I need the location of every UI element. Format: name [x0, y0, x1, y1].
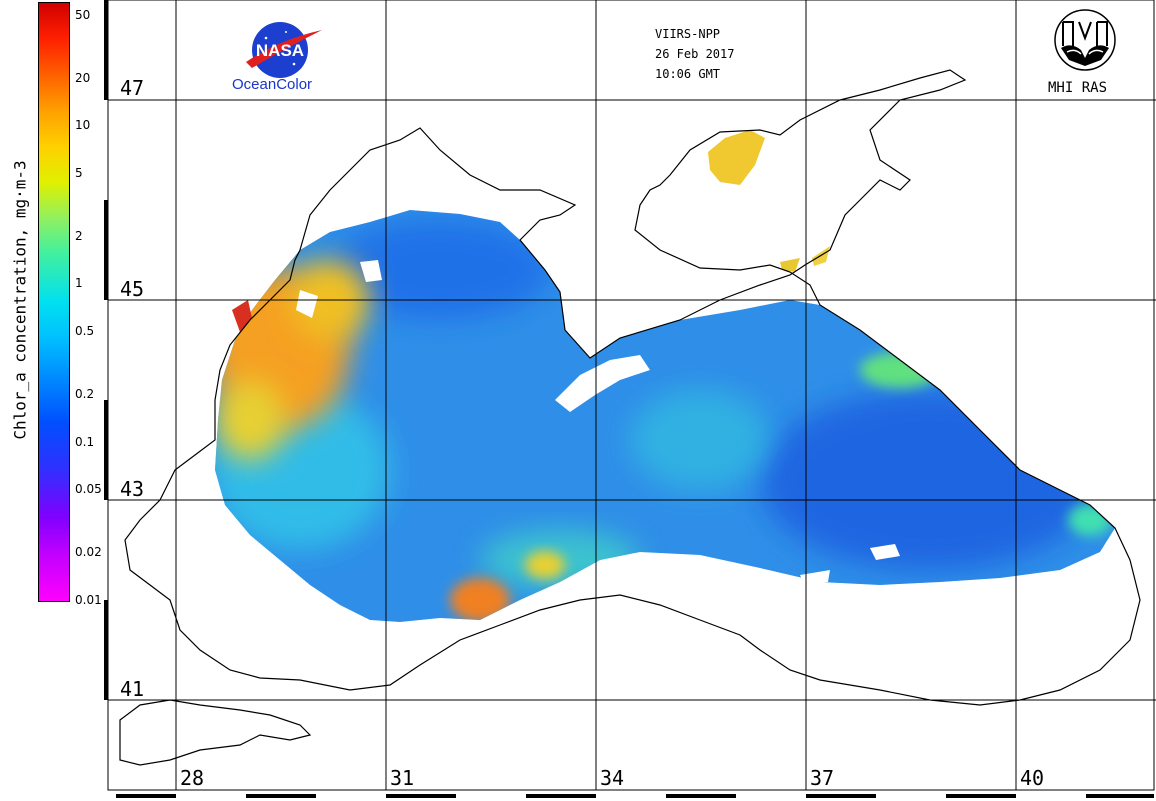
coastal-green-se	[1068, 504, 1112, 536]
lat-label-47: 47	[120, 76, 145, 100]
bottom-scale-bar	[116, 794, 1154, 798]
colorbar-tick-11: 0.01	[75, 593, 102, 607]
lon-label-34: 34	[600, 766, 625, 790]
coastline	[119, 69, 1141, 766]
nasa-logo-icon: NASA	[246, 22, 322, 78]
deep-blue-north	[330, 220, 550, 320]
colorbar-gradient	[38, 2, 70, 602]
lon-label-40: 40	[1020, 766, 1045, 790]
bosporus-coast	[119, 699, 312, 766]
colorbar-tick-2: 10	[75, 118, 91, 133]
colorbar-tick-7: 0.2	[75, 387, 95, 402]
colorbar-tick-3: 5	[75, 165, 83, 180]
lat-label-45: 45	[120, 277, 145, 301]
colorbar-tick-10: 0.02	[75, 545, 102, 560]
coastal-yellow-south	[525, 551, 565, 579]
danube-plume	[232, 300, 252, 332]
nasa-oceancolor-caption: OceanColor	[232, 76, 313, 93]
deep-blue-east	[760, 390, 1100, 570]
acquisition-time: 10:06 GMT	[655, 67, 721, 81]
black-sea-coast	[124, 69, 1141, 706]
cloud-gaps	[296, 260, 900, 584]
lat-label-43: 43	[120, 477, 145, 501]
colorbar-tick-5: 1	[75, 276, 83, 291]
graticule	[108, 0, 1156, 790]
colorbar-legend: Chlor_a concentration, mg·m-3 50 20 10 5 2 1 0…	[0, 0, 108, 801]
sensor-name: VIIRS-NPP	[655, 27, 721, 41]
sea-surface	[215, 130, 1115, 622]
mhi-ras-logo-icon	[1054, 9, 1116, 71]
lon-label-28: 28	[180, 766, 205, 790]
kerch-bloom	[780, 258, 800, 272]
cyan-central	[630, 390, 770, 490]
colorbar-tick-1: 20	[75, 70, 91, 85]
coastal-high-south	[450, 578, 510, 622]
colorbar-tick-0: 50	[75, 7, 91, 22]
lon-label-37: 37	[810, 766, 835, 790]
coastal-high-sw	[215, 380, 285, 460]
map-frame	[104, 0, 1155, 798]
colorbar-tick-6: 0.5	[75, 324, 95, 339]
left-scale-bar	[104, 0, 108, 700]
satellite-info: VIIRS-NPP 26 Feb 2017 10:06 GMT	[655, 24, 734, 84]
nasa-badge-text: NASA	[256, 41, 304, 60]
colorbar-tick-9: 0.05	[75, 482, 102, 497]
mhi-ras-caption: MHI RAS	[1048, 80, 1108, 96]
colorbar-tick-4: 2	[75, 228, 83, 243]
acquisition-date: 26 Feb 2017	[655, 47, 735, 61]
lat-label-41: 41	[120, 677, 145, 701]
colorbar-tick-8: 0.1	[75, 434, 95, 449]
azov-bloom	[708, 130, 765, 185]
lon-label-31: 31	[390, 766, 415, 790]
coastal-green-east	[860, 352, 940, 388]
